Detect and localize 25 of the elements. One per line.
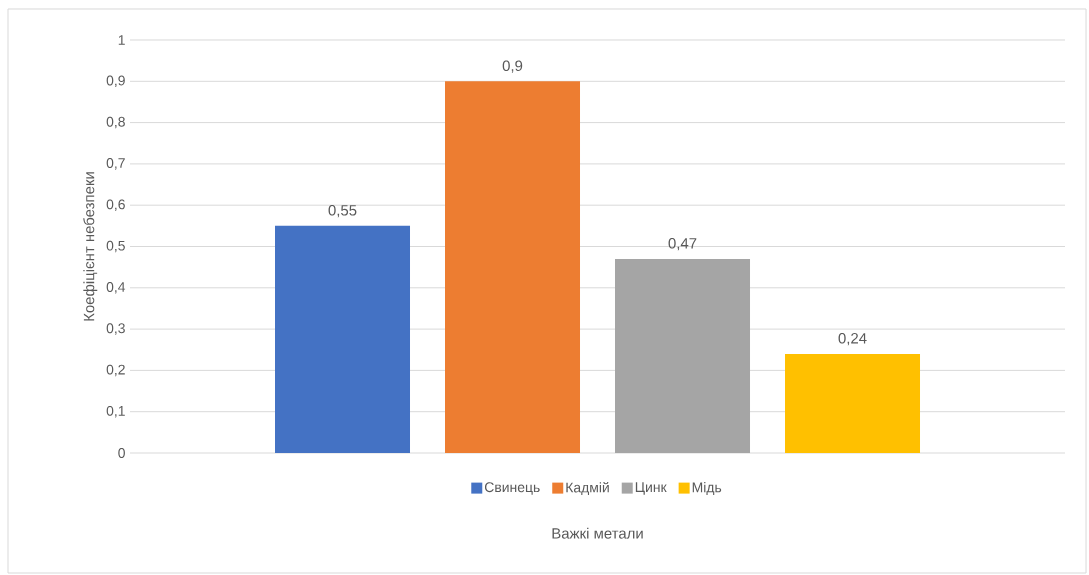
y-tick-label: 1 [118,35,125,45]
legend-label: Цинк [635,482,667,495]
y-tick-label: 0,5 [106,240,125,253]
bar [785,353,921,453]
data-label: 0,24 [838,333,867,346]
y-tick-label: 0,4 [106,282,126,294]
data-label: 0,9 [502,60,523,73]
data-label: 0,55 [328,204,357,218]
data-label: 0,47 [668,238,697,251]
y-tick-label: 0,9 [106,75,125,88]
y-tick-label: 0,8 [106,116,125,129]
y-tick-label: 0 [118,448,125,458]
legend-label: Мідь [692,482,722,495]
y-tick-label: 0,7 [106,158,125,170]
x-axis-title: Важкі метали [552,527,643,539]
bar [615,258,751,453]
y-tick-label: 0,1 [106,405,125,418]
y-tick-label: 0,6 [106,199,125,211]
y-tick-label: 0,2 [106,364,125,377]
y-tick-label: 0,3 [106,323,125,335]
bar [275,225,410,453]
legend-label: Свинець [484,482,540,495]
bar [445,81,581,453]
legend-label: Кадмій [566,481,609,496]
y-axis-title: Коефіцієнт небезпеки [83,172,98,321]
